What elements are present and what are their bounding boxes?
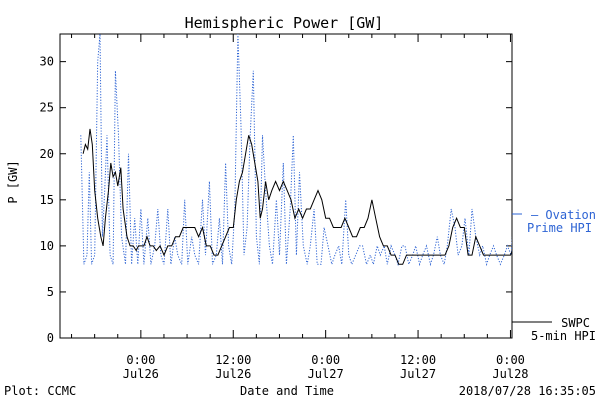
legend-ovation-label: — Ovation bbox=[531, 208, 596, 222]
chart-title: Hemispheric Power [GW] bbox=[185, 14, 384, 32]
x-tick-date-3: Jul27 bbox=[400, 367, 436, 381]
x-tick-time-2: 0:00 bbox=[311, 353, 340, 367]
legend-swpc-sub: 5-min HPI bbox=[531, 329, 596, 343]
y-tick-label-0: 0 bbox=[47, 331, 54, 345]
footer-timestamp: 2018/07/28 16:35:05 bbox=[459, 384, 596, 398]
legend-swpc-label: SWPC bbox=[561, 316, 590, 330]
y-tick-label-20: 20 bbox=[40, 147, 54, 161]
x-ticks: 0:00Jul2612:00Jul260:00Jul2712:00Jul270:… bbox=[71, 34, 529, 381]
x-tick-date-2: Jul27 bbox=[308, 367, 344, 381]
x-tick-time-4: 0:00 bbox=[496, 353, 525, 367]
legend: — Ovation Prime HPI SWPC 5-min HPI bbox=[512, 208, 596, 343]
series-line-swpc bbox=[82, 128, 512, 265]
plot-frame bbox=[59, 33, 513, 339]
y-tick-label-30: 30 bbox=[40, 55, 54, 69]
x-tick-date-0: Jul26 bbox=[123, 367, 159, 381]
x-tick-time-3: 12:00 bbox=[400, 353, 436, 367]
x-tick-time-1: 12:00 bbox=[215, 353, 251, 367]
legend-ovation-sub: Prime HPI bbox=[527, 221, 592, 235]
x-tick-date-1: Jul26 bbox=[215, 367, 251, 381]
x-tick-date-4: Jul28 bbox=[492, 367, 528, 381]
y-tick-label-25: 25 bbox=[40, 101, 54, 115]
y-tick-label-5: 5 bbox=[47, 285, 54, 299]
series-line-ovation bbox=[80, 34, 512, 267]
y-tick-label-10: 10 bbox=[40, 239, 54, 253]
footer-plot-source: Plot: CCMC bbox=[4, 384, 76, 398]
y-ticks: 0 5 10 15 20 25 30 bbox=[40, 55, 512, 345]
x-tick-time-0: 0:00 bbox=[126, 353, 155, 367]
y-axis-label: P [GW] bbox=[6, 160, 20, 203]
x-axis-label: Date and Time bbox=[240, 384, 334, 398]
y-tick-label-15: 15 bbox=[40, 193, 54, 207]
